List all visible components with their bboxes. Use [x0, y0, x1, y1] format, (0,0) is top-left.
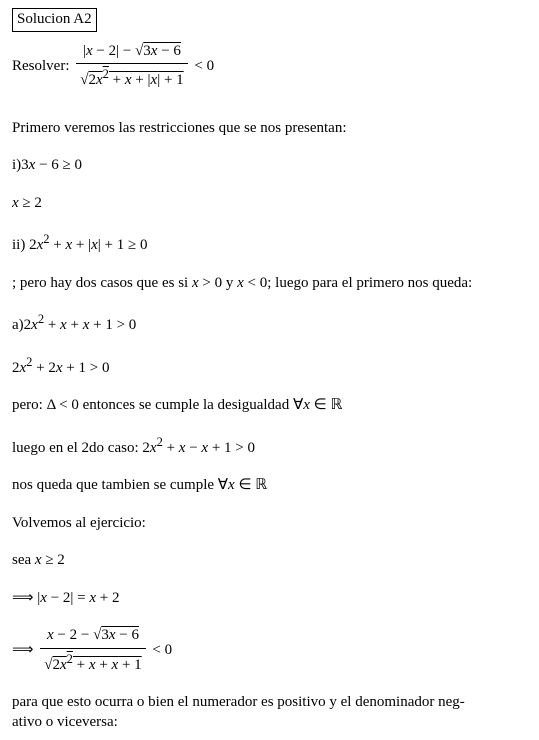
impl2-fraction: x − 2 − √3x − 6 √2x2 + x + x + 1 [40, 626, 145, 675]
impl2-right: < 0 [152, 642, 172, 658]
resolver-prefix: Resolver: [12, 57, 73, 73]
case-a-simplified: 2x2 + 2x + 1 > 0 [12, 354, 527, 379]
title-box: Solucion A2 [12, 8, 97, 32]
pero-line: pero: Δ < 0 entonces se cumple la desigu… [12, 396, 527, 416]
final-paragraph: para que esto ocurra o bien el numerador… [12, 693, 527, 732]
restrictions-intro: Primero veremos las restricciones que se… [12, 119, 527, 139]
item-ii: ii) 2x2 + x + |x| + 1 ≥ 0 [12, 231, 527, 256]
item-i-result: x ≥ 2 [12, 194, 527, 214]
main-frac-num: |x − 2| − √3x − 6 [76, 42, 187, 65]
impl2-arrow: ⟹ [12, 642, 37, 658]
cases-line: ; pero hay dos casos que es si x > 0 y x… [12, 274, 527, 294]
volvemos-line: Volvemos al ejercicio: [12, 514, 527, 534]
implication-1: ⟹ |x − 2| = x + 2 [12, 589, 527, 609]
implication-2: ⟹ x − 2 − √3x − 6 √2x2 + x + x + 1 < 0 [12, 626, 527, 675]
main-frac-den: √2x2 + x + |x| + 1 [76, 64, 187, 91]
luego-case2: luego en el 2do caso: 2x2 + x − x + 1 > … [12, 434, 527, 459]
real-symbol-2: ℝ [255, 477, 267, 493]
title-text: Solucion A2 [17, 11, 92, 27]
impl2-frac-den: √2x2 + x + x + 1 [40, 649, 145, 676]
real-symbol: ℝ [330, 397, 342, 413]
queda-line: nos queda que tambien se cumple ∀x ∈ ℝ [12, 476, 527, 496]
case-a: a)2x2 + x + x + 1 > 0 [12, 311, 527, 336]
main-fraction: |x − 2| − √3x − 6 √2x2 + x + |x| + 1 [76, 42, 187, 91]
item-i: i)3x − 6 ≥ 0 [12, 156, 527, 176]
impl2-frac-num: x − 2 − √3x − 6 [40, 626, 145, 649]
sea-line: sea x ≥ 2 [12, 551, 527, 571]
resolver-line: Resolver: |x − 2| − √3x − 6 √2x2 + x + |… [12, 42, 527, 91]
main-frac-right: < 0 [194, 57, 214, 73]
